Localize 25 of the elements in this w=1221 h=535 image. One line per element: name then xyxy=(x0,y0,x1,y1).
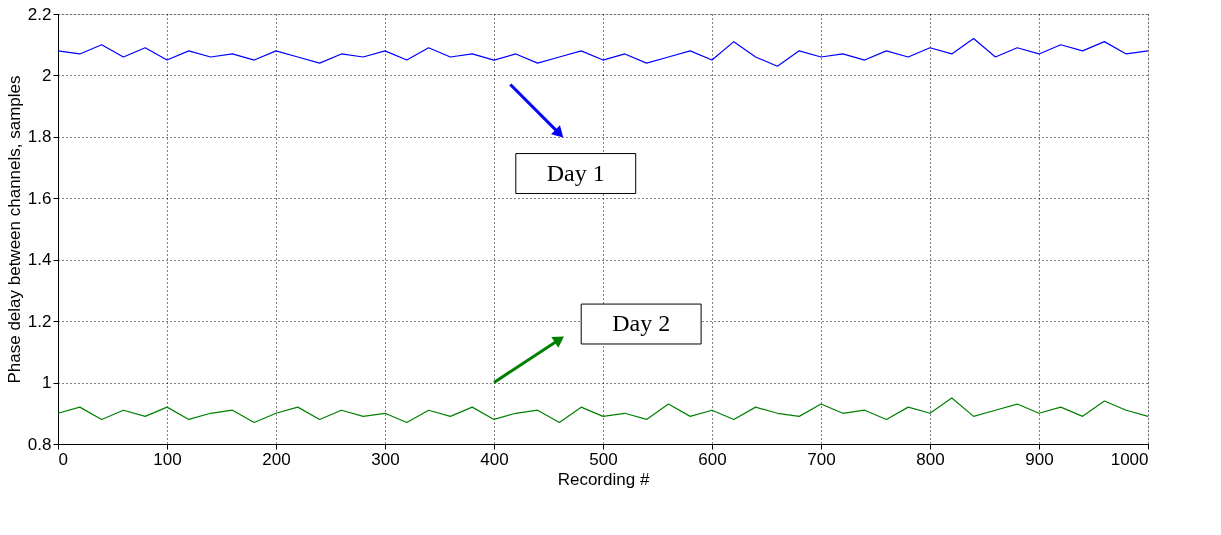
x-tick-label: 700 xyxy=(807,449,836,469)
x-tick-label: 300 xyxy=(371,449,400,469)
x-tick-label: 800 xyxy=(916,449,945,469)
x-tick-label: 500 xyxy=(589,449,618,469)
x-tick-label: 100 xyxy=(153,449,182,469)
y-tick-label: 1.8 xyxy=(27,127,52,147)
y-tick-label: 2.2 xyxy=(27,4,52,24)
x-tick-label: 200 xyxy=(262,449,291,469)
line-series xyxy=(57,37,1149,67)
x-tick-label: 600 xyxy=(698,449,727,469)
x-tick-label: 900 xyxy=(1025,449,1054,469)
annotation: Day 1 xyxy=(546,159,605,186)
x-tick-label: 400 xyxy=(480,449,509,469)
y-axis-title: Phase delay between channels, samples xyxy=(4,75,24,384)
line-series xyxy=(57,397,1149,424)
y-tick-label: 1 xyxy=(42,373,52,393)
x-tick-label: 0 xyxy=(58,449,68,469)
y-tick-label: 2 xyxy=(42,65,52,85)
x-axis-title: Recording # xyxy=(557,469,650,489)
y-tick-label: 1.4 xyxy=(27,250,52,270)
y-tick-label: 0.8 xyxy=(27,434,52,454)
y-tick-label: 1.2 xyxy=(27,311,52,331)
y-tick-label: 1.6 xyxy=(27,188,52,208)
x-tick-label: 1000 xyxy=(1110,449,1149,469)
annotation: Day 2 xyxy=(612,310,671,337)
